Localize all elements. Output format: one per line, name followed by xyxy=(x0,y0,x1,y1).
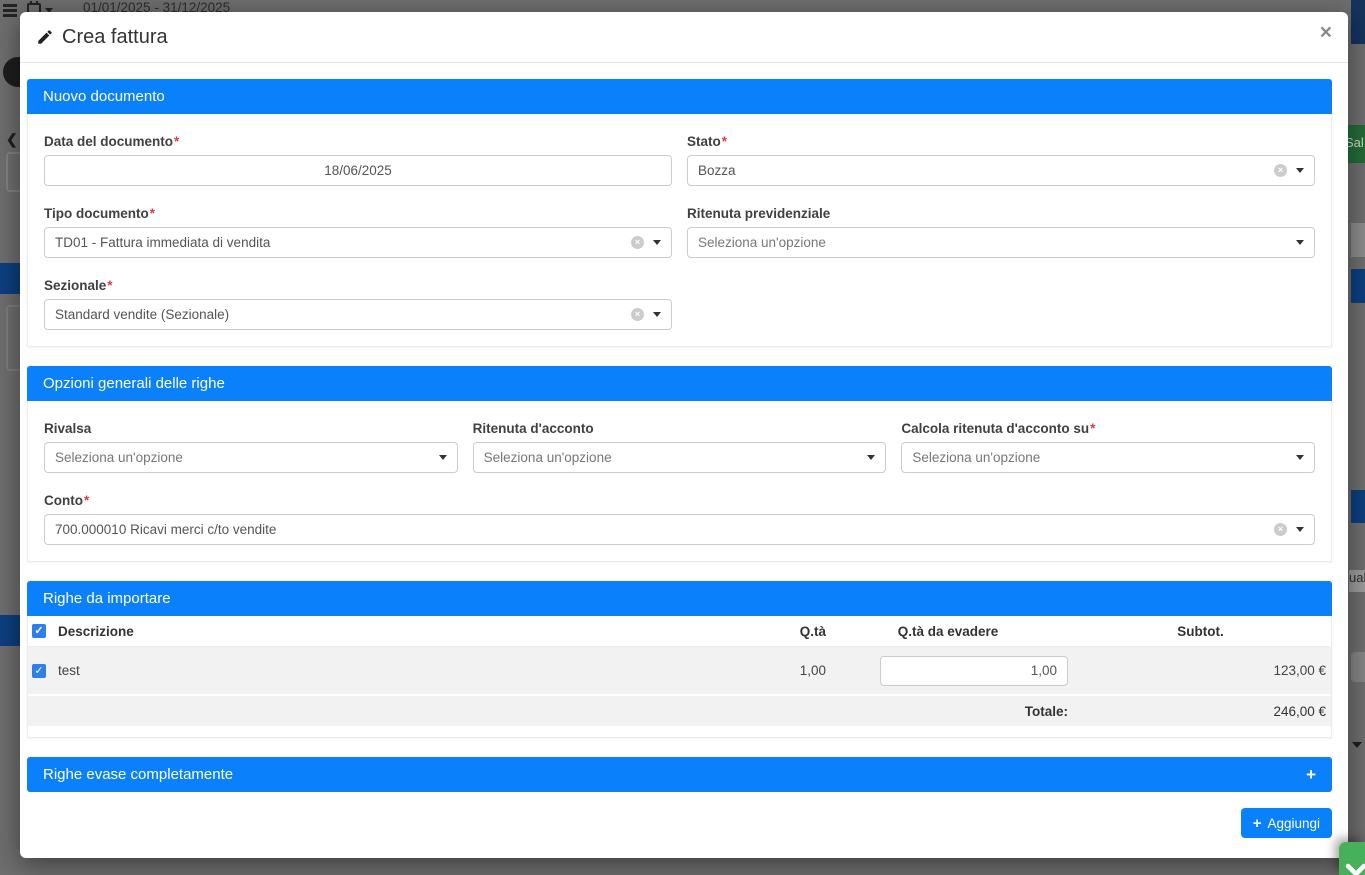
rivalsa-select[interactable]: Seleziona un'opzione xyxy=(44,442,458,473)
crea-fattura-modal: Crea fattura × Nuovo documento Data del … xyxy=(20,12,1348,858)
chevron-down-icon xyxy=(1345,863,1365,875)
plus-icon[interactable]: + xyxy=(1306,765,1316,784)
caret-down-icon xyxy=(653,240,661,245)
stato-select[interactable]: Bozza × xyxy=(687,155,1315,186)
caret-down-icon xyxy=(1296,527,1304,532)
caret-down-icon xyxy=(653,312,661,317)
ritenuta-acconto-select[interactable]: Seleziona un'opzione xyxy=(472,442,887,473)
ritenuta-previdenziale-select[interactable]: Seleziona un'opzione xyxy=(687,227,1315,258)
panel-heading-collapsed[interactable]: Righe evase completamente + xyxy=(27,757,1332,792)
modal-header: Crea fattura × xyxy=(20,12,1348,63)
field-rivalsa: Rivalsa Seleziona un'opzione xyxy=(44,421,458,473)
clear-icon[interactable]: × xyxy=(631,236,644,249)
field-ritenuta-acconto: Ritenuta d'acconto Seleziona un'opzione xyxy=(472,421,887,473)
panel-nuovo-documento: Nuovo documento Data del documento* Stat… xyxy=(27,79,1332,347)
caret-down-icon xyxy=(1296,168,1304,173)
background-button-fragment xyxy=(1351,652,1365,682)
modal-title: Crea fattura xyxy=(36,26,168,49)
total-label: Totale: xyxy=(1024,703,1068,719)
panel-title: Nuovo documento xyxy=(43,88,165,105)
field-tipo-documento: Tipo documento* TD01 - Fattura immediata… xyxy=(44,206,672,258)
total-value: 246,00 € xyxy=(1273,703,1326,719)
col-qta: Q.tà xyxy=(799,623,826,639)
panel-heading: Righe da importare xyxy=(27,581,1332,616)
background-panel-fragment xyxy=(1351,0,1365,44)
background-panel-header-fragment xyxy=(0,615,22,646)
row-subtot: 123,00 € xyxy=(1273,663,1326,678)
col-subtot: Subtot. xyxy=(1177,623,1224,639)
calendar-caret-icon xyxy=(45,8,53,13)
background-text-fragment: ual xyxy=(1349,570,1365,592)
field-conto: Conto* 700.000010 Ricavi merci c/to vend… xyxy=(44,493,1315,545)
clear-icon[interactable]: × xyxy=(1274,523,1287,536)
table-header-row: ✓ Descrizione Q.tà Q.tà da evadere Subto… xyxy=(28,616,1331,647)
background-button-fragment xyxy=(1351,223,1365,257)
clear-icon[interactable]: × xyxy=(631,308,644,321)
background-panel-header-fragment xyxy=(1351,269,1365,303)
panel-title: Righe da importare xyxy=(43,590,171,607)
caret-down-icon xyxy=(1296,240,1304,245)
background-panel-header-fragment xyxy=(1351,490,1365,523)
table-row: ✓ test 1,00 123,00 € xyxy=(28,647,1331,696)
field-calcola-ritenuta: Calcola ritenuta d'acconto su* Seleziona… xyxy=(901,421,1315,473)
background-panel-header-fragment xyxy=(0,263,22,294)
panel-title: Righe evase completamente xyxy=(43,766,234,783)
field-ritenuta-previdenziale: Ritenuta previdenziale Seleziona un'opzi… xyxy=(687,206,1315,258)
field-data-documento: Data del documento* xyxy=(44,134,672,186)
menu-icon[interactable] xyxy=(3,4,17,7)
close-icon[interactable]: × xyxy=(1319,21,1332,44)
pencil-icon xyxy=(38,30,52,44)
row-checkbox[interactable]: ✓ xyxy=(32,663,46,678)
row-qta: 1,00 xyxy=(799,663,826,678)
page-title: Crea fattura xyxy=(62,25,168,48)
caret-down-icon xyxy=(1295,455,1304,460)
date-range[interactable]: 01/01/2025 - 31/12/2025 xyxy=(83,0,231,15)
panel-title: Opzioni generali delle righe xyxy=(43,375,225,392)
panel-heading: Opzioni generali delle righe xyxy=(27,366,1332,401)
sezionale-select[interactable]: Standard vendite (Sezionale) × xyxy=(44,299,672,330)
table-total-row: Totale: 246,00 € xyxy=(28,696,1331,726)
tipo-documento-select[interactable]: TD01 - Fattura immediata di vendita × xyxy=(44,227,672,258)
aggiungi-button[interactable]: + Aggiungi xyxy=(1240,808,1332,838)
qta-da-evadere-input[interactable] xyxy=(880,655,1068,686)
plus-icon: + xyxy=(1252,814,1262,832)
conto-select[interactable]: 700.000010 Ricavi merci c/to vendite × xyxy=(44,514,1315,545)
col-descrizione: Descrizione xyxy=(58,623,134,639)
caret-down-icon xyxy=(867,455,876,460)
calcola-ritenuta-select[interactable]: Seleziona un'opzione xyxy=(901,442,1315,473)
row-descrizione: test xyxy=(58,663,80,678)
panel-opzioni-generali: Opzioni generali delle righe Rivalsa Sel… xyxy=(27,366,1332,562)
data-documento-input[interactable] xyxy=(44,155,672,186)
back-arrow-icon[interactable]: ❮ xyxy=(6,131,18,147)
caret-down-icon xyxy=(1352,742,1362,748)
col-qta-da-evadere: Q.tà da evadere xyxy=(897,623,999,639)
field-sezionale: Sezionale* Standard vendite (Sezionale) … xyxy=(44,278,672,330)
select-all-checkbox[interactable]: ✓ xyxy=(32,624,46,638)
panel-righe-evase: Righe evase completamente + xyxy=(27,757,1332,792)
panel-heading: Nuovo documento xyxy=(27,79,1332,114)
panel-righe-da-importare: Righe da importare ✓ Descrizione Q.tà Q.… xyxy=(27,581,1332,738)
modal-footer: + Aggiungi xyxy=(27,792,1332,838)
salva-button-fragment[interactable]: Sal xyxy=(1345,125,1365,163)
caret-down-icon xyxy=(438,455,447,460)
scroll-down-button[interactable] xyxy=(1339,842,1365,875)
field-stato: Stato* Bozza × xyxy=(687,134,1315,186)
clear-icon[interactable]: × xyxy=(1274,164,1287,177)
